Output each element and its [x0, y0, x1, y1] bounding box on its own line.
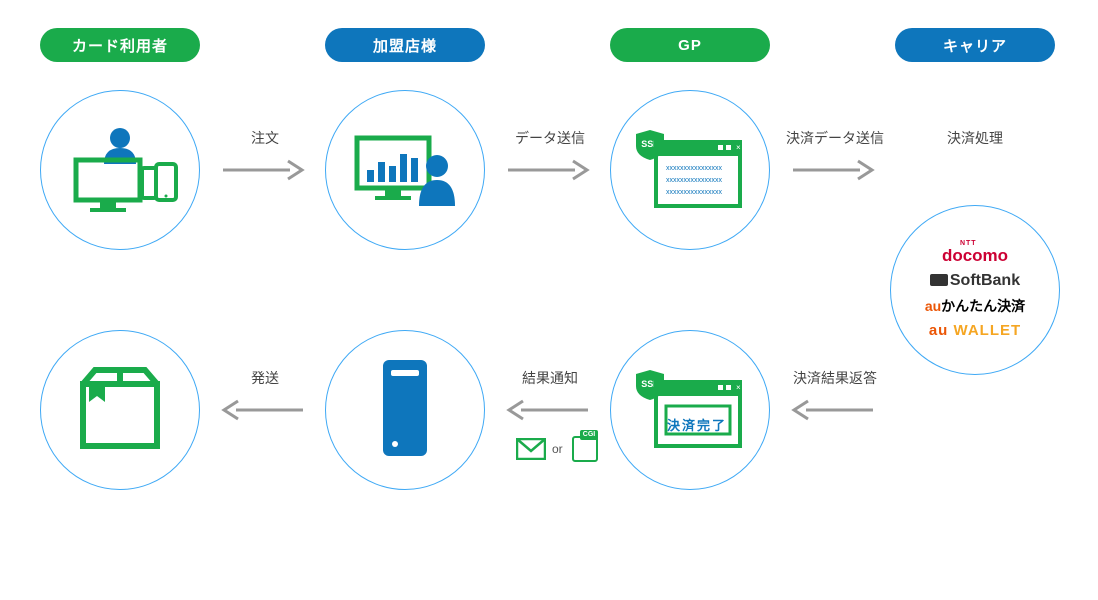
or-label: or [552, 442, 563, 456]
pill-merchant: 加盟店様 [325, 28, 485, 62]
browser-ssl-icon: SSL × xxxxxxxxxxxxxxxx xxxxxxxxxxxxxxxx … [630, 120, 750, 220]
mail-icon [516, 438, 546, 460]
browser-complete-icon: SSL × [630, 360, 750, 460]
arrow-left-icon [218, 395, 308, 425]
pill-label: キャリア [943, 35, 1007, 56]
svg-text:×: × [736, 143, 741, 152]
node-gp-send: SSL × xxxxxxxxxxxxxxxx xxxxxxxxxxxxxxxx … [610, 90, 770, 250]
pill-label: 加盟店様 [373, 35, 437, 56]
svg-text:xxxxxxxxxxxxxxxx: xxxxxxxxxxxxxxxx [666, 189, 723, 196]
arrow-label-order: 注文 [205, 128, 325, 148]
arrow-label-datasend: データ送信 [490, 128, 610, 148]
logo-au-kantan: auかんたん決済 [925, 296, 1025, 316]
au-prefix: au [925, 298, 941, 314]
arrow-right-icon [218, 155, 308, 185]
arrow-label-paydata: 決済データ送信 [775, 128, 895, 148]
arrow-label-payresult: 決済結果返答 [775, 368, 895, 388]
pill-label: GP [678, 37, 702, 54]
softbank-text: SoftBank [950, 272, 1020, 289]
au-prefix: au [929, 322, 949, 339]
cgi-tab-label: CGI [580, 430, 598, 440]
au-wallet-text: WALLET [948, 322, 1021, 339]
logo-docomo: NTT docomo [942, 242, 1008, 266]
arrow-left-icon [503, 395, 593, 425]
svg-text:xxxxxxxxxxxxxxxx: xxxxxxxxxxxxxxxx [666, 177, 723, 184]
svg-text:×: × [736, 383, 741, 392]
arrow-right-icon [503, 155, 593, 185]
complete-label: 決済完了 [611, 415, 769, 434]
arrow-label-resultnotify: 結果通知 [490, 368, 610, 388]
node-gp-result: SSL × 決済完了 [610, 330, 770, 490]
carrier-label-top: 決済処理 [915, 128, 1035, 148]
node-shipment [40, 330, 200, 490]
pill-card-user: カード利用者 [40, 28, 200, 62]
svg-text:xxxxxxxxxxxxxxxx: xxxxxxxxxxxxxxxx [666, 165, 723, 172]
server-icon [365, 350, 445, 470]
pill-label: カード利用者 [72, 35, 168, 56]
docomo-text: docomo [942, 246, 1008, 265]
logo-softbank: SoftBank [930, 272, 1020, 290]
node-carriers: NTT docomo SoftBank auかんたん決済 au WALLET [890, 205, 1060, 375]
cgi-icon: CGI [572, 436, 598, 462]
arrow-right-icon [788, 155, 878, 185]
node-card-user [40, 90, 200, 250]
pill-gp: GP [610, 28, 770, 62]
node-merchant-server [325, 330, 485, 490]
au-kantan-text: かんたん決済 [941, 298, 1025, 314]
arrow-left-icon [788, 395, 878, 425]
logo-au-wallet: au WALLET [929, 322, 1021, 339]
softbank-bar-icon [930, 274, 948, 286]
arrow-label-ship: 発送 [205, 368, 325, 388]
pill-carrier: キャリア [895, 28, 1055, 62]
package-icon [65, 360, 175, 460]
user-devices-icon [60, 120, 180, 220]
merchant-dashboard-icon [345, 120, 465, 220]
node-merchant [325, 90, 485, 250]
